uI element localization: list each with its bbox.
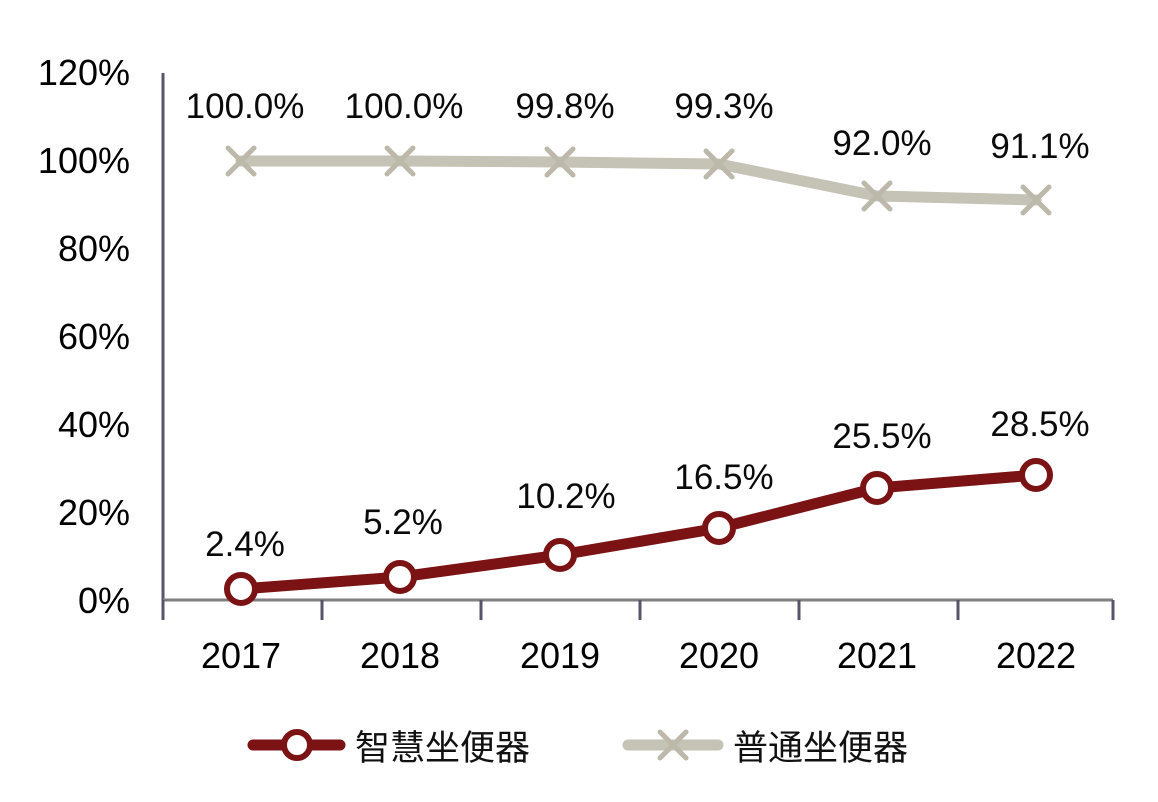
data-label: 99.3% (674, 87, 773, 126)
data-label: 99.8% (515, 87, 614, 126)
legend-marker-x-icon (657, 729, 689, 761)
data-label: 16.5% (674, 458, 773, 497)
series-markers-smart (224, 458, 1053, 606)
marker-x-icon (1020, 184, 1052, 216)
marker-circle-icon (1019, 458, 1053, 492)
data-label: 25.5% (832, 417, 931, 456)
y-tick-label: 0% (78, 580, 130, 621)
data-labels-ordinary: 100.0% 100.0% 99.8% 99.3% 92.0% 91.1% (186, 87, 1090, 166)
marker-x-icon (703, 148, 735, 180)
chart-legend: 智慧坐便器 普通坐便器 (247, 729, 908, 768)
y-tick-label: 100% (38, 140, 130, 181)
series-line-smart (235, 469, 1042, 595)
data-label: 100.0% (186, 87, 305, 126)
marker-x-icon (544, 146, 576, 178)
data-label: 91.1% (990, 127, 1089, 166)
x-axis-tick-labels: 2017 2018 2019 2020 2021 2022 (201, 635, 1076, 676)
x-tick-label: 2017 (201, 635, 281, 676)
data-label: 10.2% (516, 477, 615, 516)
marker-circle-icon (702, 511, 736, 545)
marker-circle-icon (860, 471, 894, 505)
x-tick-label: 2018 (360, 635, 440, 676)
y-axis-tick-labels: 120% 100% 80% 60% 40% 20% 0% (38, 52, 130, 621)
marker-x-icon (384, 145, 416, 177)
marker-x-icon (225, 145, 257, 177)
series-line-ordinary (235, 155, 1042, 206)
y-tick-label: 40% (58, 404, 130, 445)
marker-circle-icon (383, 560, 417, 594)
marker-circle-icon (224, 572, 258, 606)
legend-label-ordinary: 普通坐便器 (733, 729, 908, 768)
legend-item-smart[interactable]: 智慧坐便器 (247, 729, 530, 768)
legend-item-ordinary[interactable]: 普通坐便器 (622, 729, 908, 768)
x-tick-label: 2021 (837, 635, 917, 676)
y-tick-label: 80% (58, 228, 130, 269)
y-tick-label: 120% (38, 52, 130, 93)
y-tick-label: 20% (58, 492, 130, 533)
x-axis-ticks (161, 600, 1115, 620)
series-markers-ordinary (225, 145, 1052, 216)
data-labels-smart: 2.4% 5.2% 10.2% 16.5% 25.5% 28.5% (205, 405, 1090, 564)
data-label: 5.2% (363, 503, 443, 542)
legend-marker-circle-icon (281, 729, 313, 761)
data-label: 28.5% (990, 405, 1089, 444)
data-label: 2.4% (205, 525, 285, 564)
data-label: 92.0% (832, 124, 931, 163)
marker-circle-icon (543, 538, 577, 572)
y-tick-label: 60% (58, 316, 130, 357)
x-tick-label: 2019 (520, 635, 600, 676)
x-tick-label: 2020 (679, 635, 759, 676)
data-label: 100.0% (345, 87, 464, 126)
legend-label-smart: 智慧坐便器 (355, 729, 530, 768)
x-tick-label: 2022 (996, 635, 1076, 676)
marker-x-icon (861, 180, 893, 212)
